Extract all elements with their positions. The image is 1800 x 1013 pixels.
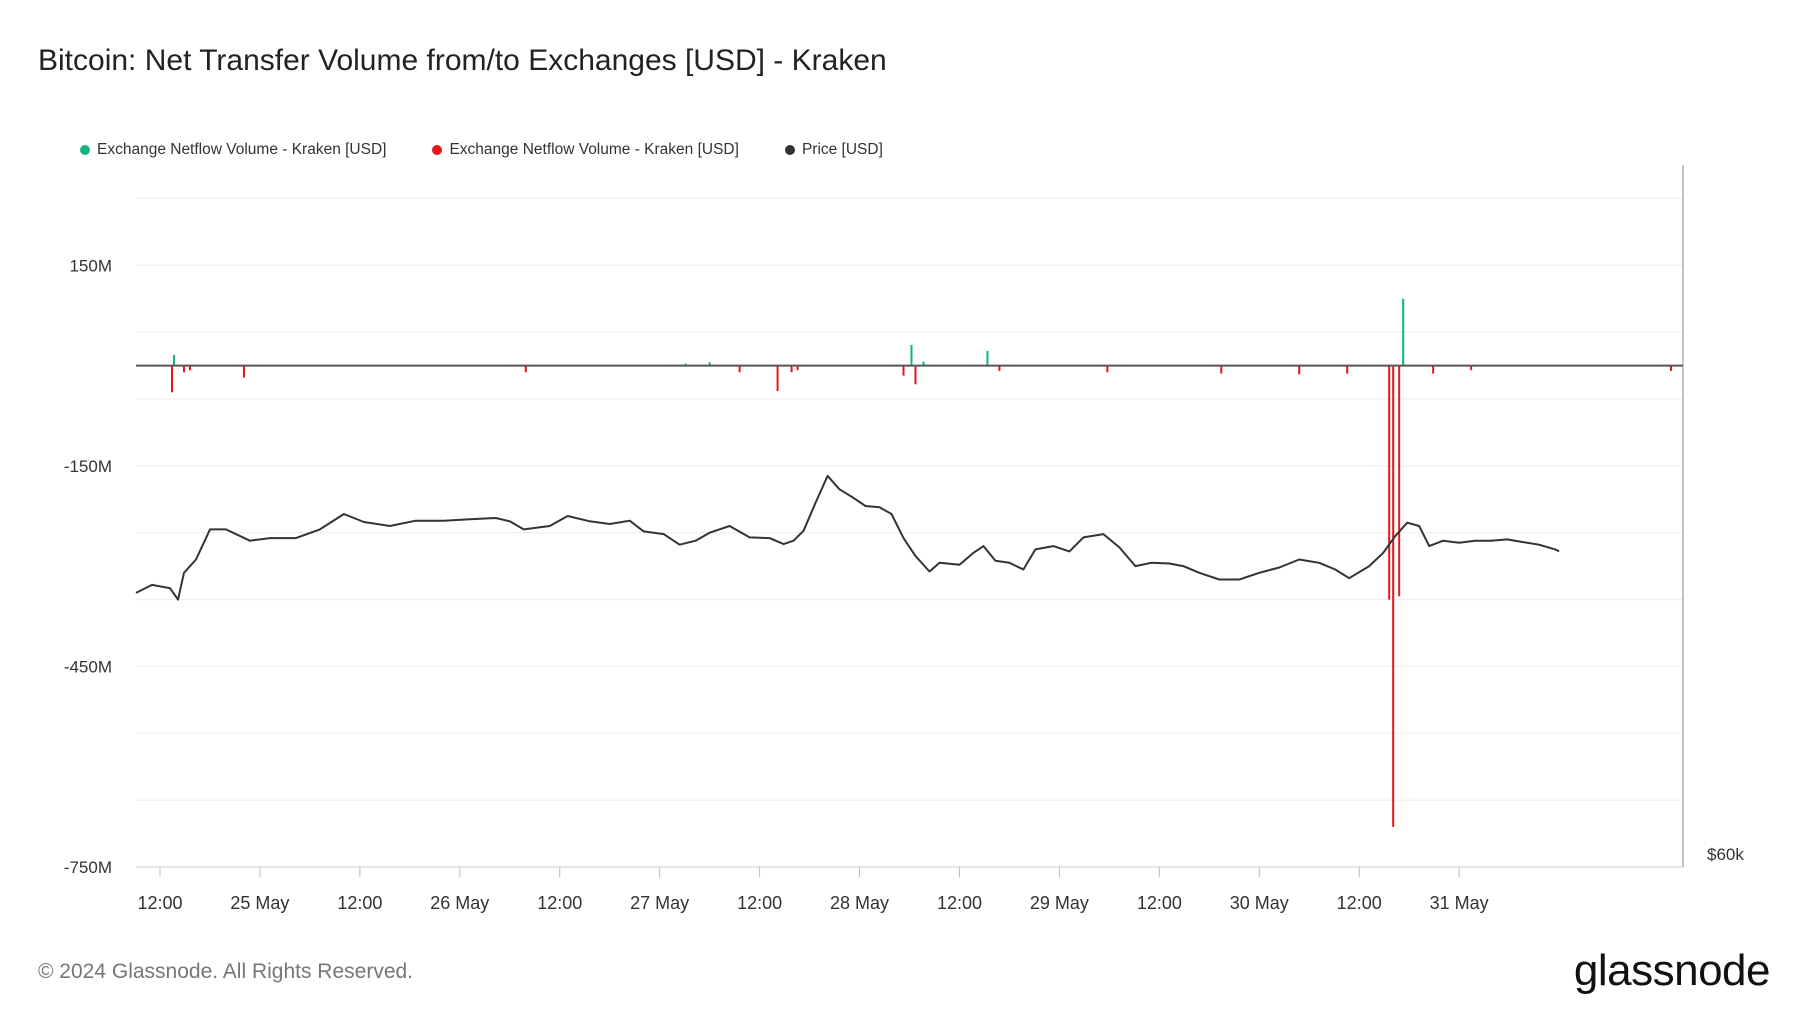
y-tick-label: -150M [64, 457, 112, 476]
x-tick-label: 12:00 [337, 893, 382, 913]
legend: Exchange Netflow Volume - Kraken [USD] E… [80, 141, 883, 159]
outflow-bar [1398, 365, 1401, 597]
outflow-bar [1346, 365, 1349, 374]
outflow-bar [914, 365, 917, 385]
outflow-bar [776, 365, 779, 391]
inflow-bar [922, 361, 925, 366]
x-tick-label: 29 May [1030, 893, 1089, 913]
inflow-bar [1402, 298, 1405, 366]
chart-title: Bitcoin: Net Transfer Volume from/to Exc… [38, 44, 887, 77]
outflow-bar [1220, 365, 1223, 374]
legend-item-outflow[interactable]: Exchange Netflow Volume - Kraken [USD] [432, 141, 739, 159]
inflow-bar [172, 354, 175, 366]
x-tick-label: 31 May [1430, 893, 1489, 913]
x-tick-label: 12:00 [937, 893, 982, 913]
inflow-bar [986, 350, 989, 366]
x-tick-label: 25 May [230, 893, 289, 913]
y-tick-label: -450M [64, 657, 112, 676]
netflow-bars [170, 298, 1673, 827]
inflow-bar [708, 362, 711, 366]
outflow-bar [790, 365, 793, 373]
legend-dot-green-icon [80, 145, 90, 155]
x-tick-label: 12:00 [537, 893, 582, 913]
price-series [135, 474, 1560, 601]
outflow-bar [170, 365, 173, 393]
outflow-bar [1470, 365, 1473, 371]
x-tick-label: 26 May [430, 893, 489, 913]
outflow-bar [1432, 365, 1435, 374]
outflow-bar [242, 365, 245, 378]
y-tick-label: -750M [64, 858, 112, 877]
legend-label: Exchange Netflow Volume - Kraken [USD] [97, 141, 387, 158]
x-tick-label: 12:00 [137, 893, 182, 913]
x-tick-label: 28 May [830, 893, 889, 913]
outflow-bar [182, 365, 185, 373]
copyright-text: © 2024 Glassnode. All Rights Reserved. [38, 960, 414, 983]
right-axis-tick-label: $60k [1707, 845, 1744, 864]
legend-item-inflow[interactable]: Exchange Netflow Volume - Kraken [USD] [80, 141, 386, 159]
legend-dot-black-icon [784, 145, 795, 155]
outflow-bar [738, 365, 741, 373]
outflow-bar [998, 365, 1001, 371]
legend-dot-red-icon [432, 145, 443, 155]
outflow-bar [1388, 365, 1391, 600]
x-tick-label: 12:00 [1337, 893, 1382, 913]
x-tick-label: 27 May [630, 893, 689, 913]
y-tick-label: 150M [69, 256, 112, 275]
x-tick-label: 12:00 [737, 893, 782, 913]
price-line [135, 474, 1560, 601]
grid-lines [136, 197, 1683, 868]
legend-label: Exchange Netflow Volume - Kraken [USD] [449, 141, 739, 158]
inflow-bar [910, 344, 913, 366]
legend-label: Price [USD] [801, 141, 883, 158]
outflow-bar [1670, 365, 1673, 371]
outflow-bar [1392, 365, 1395, 827]
outflow-bar [796, 365, 799, 371]
outflow-bar [1106, 365, 1109, 373]
inflow-bar [684, 363, 687, 366]
x-axis-labels: 12:00 25 May 12:00 26 May 12:00 27 May 12:00 28… [136, 866, 1683, 913]
outflow-bar [188, 365, 191, 371]
y-axis-labels: 150M -150M -450M -750M [64, 256, 112, 877]
outflow-bar [524, 365, 527, 373]
outflow-bar [1298, 365, 1301, 375]
glassnode-logo: glassnode [1573, 946, 1771, 995]
x-tick-label: 12:00 [1137, 893, 1182, 913]
outflow-bar [902, 365, 905, 376]
x-tick-label: 30 May [1230, 893, 1289, 913]
legend-item-price[interactable]: Price [USD] [784, 141, 883, 159]
